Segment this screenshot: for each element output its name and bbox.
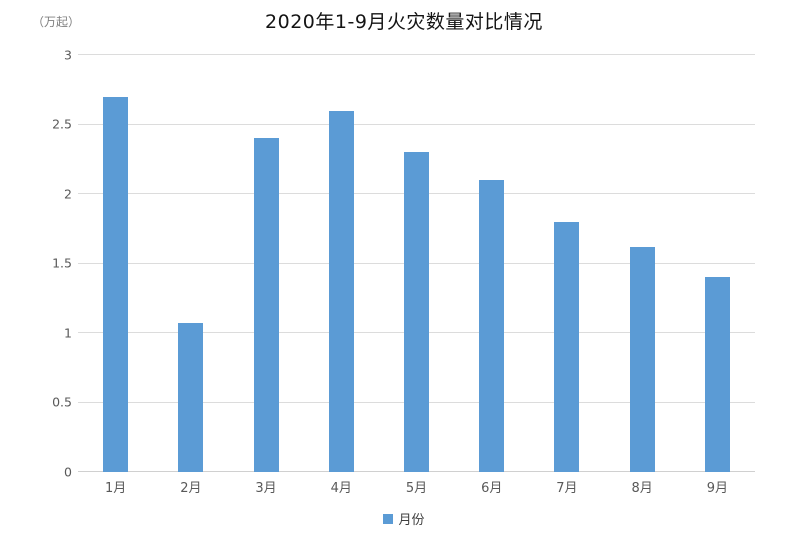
x-axis-labels: 1月 2月 3月 4月 5月 6月 7月 8月 9月 bbox=[78, 477, 755, 496]
bar-slot bbox=[78, 55, 153, 472]
y-tick-label: 1 bbox=[64, 324, 72, 340]
y-tick-label: 0 bbox=[64, 463, 72, 479]
x-axis-label: 4月 bbox=[330, 481, 352, 496]
x-axis-label: 8月 bbox=[631, 481, 653, 496]
bars-row bbox=[78, 55, 755, 472]
bar-slot bbox=[680, 55, 755, 472]
chart-title: 2020年1-9月火灾数量对比情况 bbox=[265, 11, 543, 33]
y-tick-label: 3 bbox=[64, 46, 72, 62]
legend-label: 月份 bbox=[398, 513, 425, 528]
bar-4月 bbox=[328, 110, 354, 472]
bar-slot bbox=[228, 55, 303, 472]
y-axis-unit-label: （万起） bbox=[32, 15, 81, 29]
x-axis-label: 1月 bbox=[104, 481, 127, 496]
bar-slot bbox=[529, 55, 604, 472]
y-tick-label: 1.5 bbox=[52, 255, 72, 271]
bar-1月 bbox=[103, 96, 129, 472]
x-axis-label: 5月 bbox=[405, 481, 428, 496]
plot-area bbox=[78, 54, 755, 472]
bar-slot bbox=[153, 55, 228, 472]
gridline bbox=[78, 123, 755, 125]
bar-5月 bbox=[403, 152, 429, 472]
x-axis-label: 7月 bbox=[556, 481, 578, 496]
legend: 月份 bbox=[0, 509, 808, 528]
bar-9月 bbox=[704, 277, 730, 472]
y-axis-tick-labels: 0 0.5 1 1.5 2 2.5 3 bbox=[0, 48, 72, 477]
bar-6月 bbox=[479, 180, 505, 472]
x-axis-label: 3月 bbox=[255, 481, 277, 496]
x-axis-label: 2月 bbox=[180, 481, 202, 496]
bar-8月 bbox=[629, 246, 655, 472]
bar-7月 bbox=[554, 221, 580, 472]
x-axis-label: 6月 bbox=[481, 481, 503, 496]
gridline bbox=[78, 54, 755, 55]
y-tick-label: 2.5 bbox=[52, 116, 72, 132]
bar-slot bbox=[454, 55, 529, 472]
bar-2月 bbox=[178, 323, 204, 472]
y-tick-label: 2 bbox=[64, 185, 72, 201]
legend-swatch-icon bbox=[383, 513, 394, 524]
y-tick-label: 0.5 bbox=[52, 394, 72, 410]
bar-slot bbox=[379, 55, 454, 472]
bar-3月 bbox=[253, 138, 279, 472]
x-axis-label: 9月 bbox=[706, 481, 728, 496]
bar-slot bbox=[605, 55, 680, 472]
bar-slot bbox=[304, 55, 379, 472]
